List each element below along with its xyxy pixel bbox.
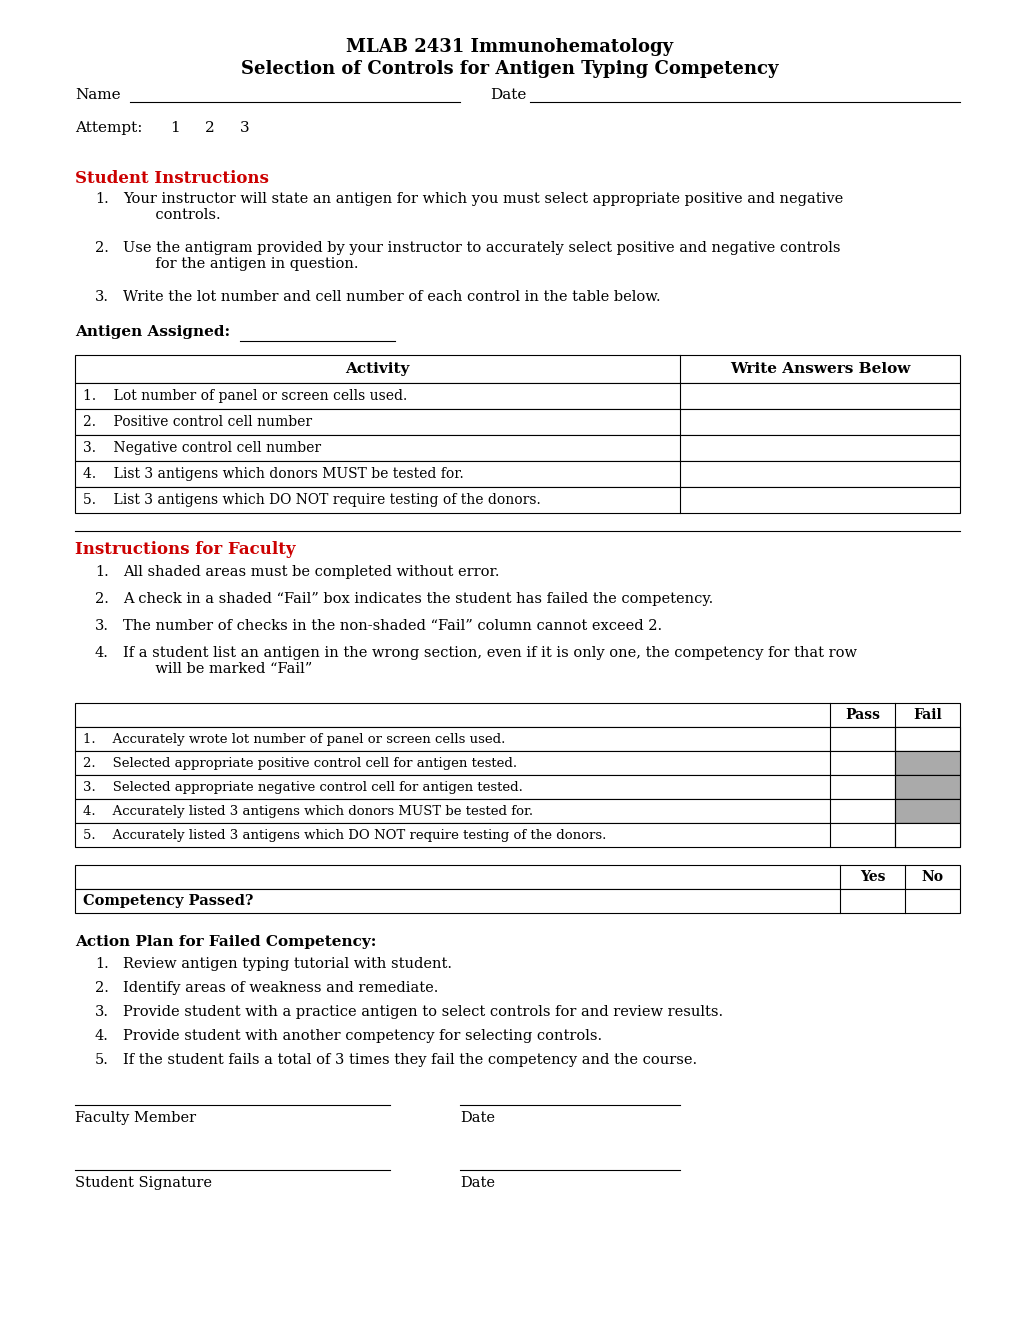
Text: 3: 3 (239, 121, 250, 135)
Text: Date: Date (460, 1176, 494, 1191)
Text: Action Plan for Failed Competency:: Action Plan for Failed Competency: (75, 935, 376, 949)
Bar (75, 751, 959, 775)
Text: 3.: 3. (95, 1005, 109, 1019)
Text: A check in a shaded “Fail” box indicates the student has failed the competency.: A check in a shaded “Fail” box indicates… (123, 591, 712, 606)
Text: Write Answers Below: Write Answers Below (730, 362, 909, 376)
Text: 5.: 5. (95, 1053, 109, 1067)
Bar (894, 751, 959, 775)
Text: Yes: Yes (859, 870, 884, 884)
Text: 4.: 4. (95, 645, 109, 660)
Text: 2.: 2. (95, 591, 109, 606)
Text: Student Signature: Student Signature (75, 1176, 212, 1191)
Text: Instructions for Faculty: Instructions for Faculty (75, 541, 296, 558)
Text: 3.    Selected appropriate negative control cell for antigen tested.: 3. Selected appropriate negative control… (83, 780, 523, 793)
Text: Fail: Fail (912, 708, 941, 722)
Bar (75, 727, 959, 751)
Text: Activity: Activity (345, 362, 410, 376)
Bar (75, 355, 959, 383)
Text: Provide student with a practice antigen to select controls for and review result: Provide student with a practice antigen … (123, 1005, 722, 1019)
Text: 2.: 2. (95, 981, 109, 995)
Text: 3.: 3. (95, 619, 109, 634)
Text: Antigen Assigned:: Antigen Assigned: (75, 325, 230, 339)
Bar (894, 727, 959, 751)
Text: 1.: 1. (95, 191, 109, 206)
Bar (75, 409, 959, 436)
Text: Faculty Member: Faculty Member (75, 1111, 196, 1125)
Text: Pass: Pass (844, 708, 879, 722)
Text: 1.    Accurately wrote lot number of panel or screen cells used.: 1. Accurately wrote lot number of panel … (83, 733, 504, 746)
Bar (75, 888, 959, 913)
Text: If the student fails a total of 3 times they fail the competency and the course.: If the student fails a total of 3 times … (123, 1053, 696, 1067)
Text: 5.    List 3 antigens which DO NOT require testing of the donors.: 5. List 3 antigens which DO NOT require … (83, 492, 540, 507)
Bar (75, 487, 959, 513)
Bar (894, 822, 959, 847)
Text: Student Instructions: Student Instructions (75, 170, 269, 187)
Bar (75, 822, 959, 847)
Text: MLAB 2431 Immunohematology: MLAB 2431 Immunohematology (346, 38, 673, 55)
Bar (75, 865, 959, 888)
Text: 2: 2 (205, 121, 215, 135)
Text: 3.    Negative control cell number: 3. Negative control cell number (83, 441, 321, 455)
Text: All shaded areas must be completed without error.: All shaded areas must be completed witho… (123, 565, 499, 579)
Bar (894, 799, 959, 822)
Text: Use the antigram provided by your instructor to accurately select positive and n: Use the antigram provided by your instru… (123, 242, 840, 271)
Text: Provide student with another competency for selecting controls.: Provide student with another competency … (123, 1030, 601, 1043)
Bar (75, 383, 959, 409)
Text: 4.    Accurately listed 3 antigens which donors MUST be tested for.: 4. Accurately listed 3 antigens which do… (83, 804, 533, 817)
Text: 2.: 2. (95, 242, 109, 255)
Text: If a student list an antigen in the wrong section, even if it is only one, the c: If a student list an antigen in the wron… (123, 645, 856, 676)
Text: 3.: 3. (95, 290, 109, 304)
Text: 1.: 1. (95, 957, 109, 972)
Text: Date: Date (460, 1111, 494, 1125)
Text: 4.: 4. (95, 1030, 109, 1043)
Text: 2.    Selected appropriate positive control cell for antigen tested.: 2. Selected appropriate positive control… (83, 756, 517, 770)
Bar (75, 799, 959, 822)
Text: Attempt:: Attempt: (75, 121, 143, 135)
Text: Competency Passed?: Competency Passed? (83, 894, 253, 908)
Text: Selection of Controls for Antigen Typing Competency: Selection of Controls for Antigen Typing… (242, 59, 777, 78)
Text: Identify areas of weakness and remediate.: Identify areas of weakness and remediate… (123, 981, 438, 995)
Text: 1.: 1. (95, 565, 109, 579)
Text: Write the lot number and cell number of each control in the table below.: Write the lot number and cell number of … (123, 290, 660, 304)
Text: 5.    Accurately listed 3 antigens which DO NOT require testing of the donors.: 5. Accurately listed 3 antigens which DO… (83, 829, 605, 842)
Bar (894, 775, 959, 799)
Text: The number of checks in the non-shaded “Fail” column cannot exceed 2.: The number of checks in the non-shaded “… (123, 619, 661, 634)
Text: No: No (920, 870, 943, 884)
Bar (75, 775, 959, 799)
Text: 1: 1 (170, 121, 179, 135)
Bar (75, 704, 959, 727)
Text: 1.    Lot number of panel or screen cells used.: 1. Lot number of panel or screen cells u… (83, 389, 407, 403)
Text: 2.    Positive control cell number: 2. Positive control cell number (83, 414, 312, 429)
Text: Name: Name (75, 88, 120, 102)
Text: 4.    List 3 antigens which donors MUST be tested for.: 4. List 3 antigens which donors MUST be … (83, 467, 464, 480)
Bar (75, 461, 959, 487)
Text: Your instructor will state an antigen for which you must select appropriate posi: Your instructor will state an antigen fo… (123, 191, 843, 222)
Bar (75, 436, 959, 461)
Text: Date: Date (489, 88, 526, 102)
Text: Review antigen typing tutorial with student.: Review antigen typing tutorial with stud… (123, 957, 451, 972)
